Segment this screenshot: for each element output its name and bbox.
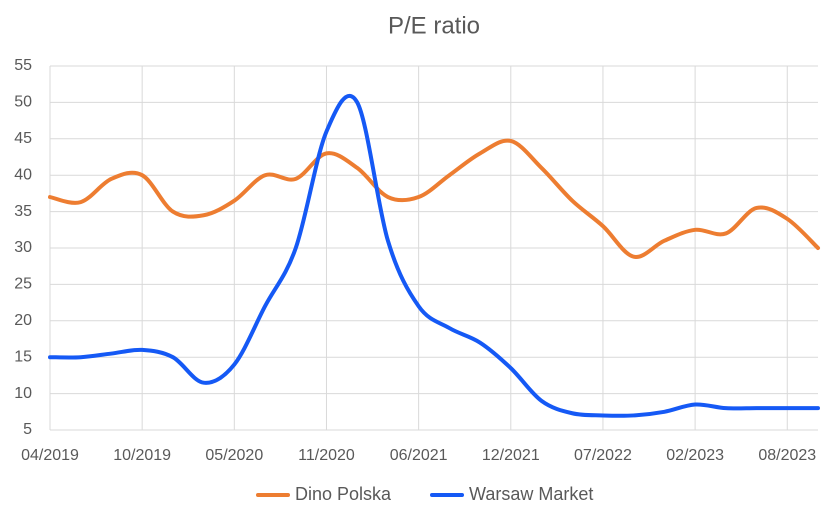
y-tick-label: 55 bbox=[14, 57, 32, 74]
x-tick-label: 07/2022 bbox=[574, 447, 632, 464]
line-series bbox=[48, 138, 820, 259]
y-tick-label: 35 bbox=[14, 203, 32, 220]
y-tick-label: 15 bbox=[14, 348, 32, 365]
y-tick-label: 40 bbox=[14, 166, 32, 183]
y-tick-label: 25 bbox=[14, 276, 32, 293]
x-tick-label: 08/2023 bbox=[758, 447, 816, 464]
x-tick-label: 11/2020 bbox=[298, 447, 355, 464]
x-tick-label: 06/2021 bbox=[390, 447, 448, 464]
y-tick-label: 50 bbox=[14, 94, 32, 111]
y-tick-label: 45 bbox=[14, 130, 32, 147]
x-tick-label: 05/2020 bbox=[205, 447, 263, 464]
x-tick-label: 04/2019 bbox=[21, 447, 79, 464]
y-tick-label: 10 bbox=[14, 385, 32, 402]
x-tick-label: 10/2019 bbox=[113, 447, 171, 464]
y-tick-label: 20 bbox=[14, 312, 32, 329]
legend-label: Dino Polska bbox=[295, 484, 392, 504]
y-tick-label: 5 bbox=[23, 421, 32, 438]
y-tick-label: 30 bbox=[14, 239, 32, 256]
chart-title: P/E ratio bbox=[388, 12, 480, 39]
x-tick-label: 12/2021 bbox=[482, 447, 540, 464]
legend-label: Warsaw Market bbox=[469, 484, 593, 504]
x-tick-label: 02/2023 bbox=[666, 447, 724, 464]
line-series bbox=[48, 93, 820, 418]
